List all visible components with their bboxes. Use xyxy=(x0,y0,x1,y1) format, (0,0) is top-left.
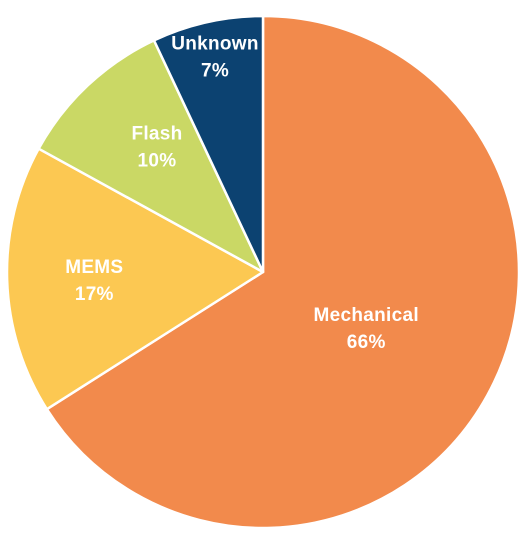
pie-value-mechanical: 66% xyxy=(347,332,386,353)
pie-slices xyxy=(5,14,521,530)
pie-slice-mems xyxy=(5,147,265,411)
pie-label-unknown: Unknown xyxy=(171,34,259,55)
pie-label-mems: MEMS xyxy=(65,257,123,278)
pie-value-mems: 17% xyxy=(75,284,114,305)
pie-label-mechanical: Mechanical xyxy=(313,305,418,326)
pie-labels: Mechanical 66% MEMS 17% Flash 10% Unknown 7% xyxy=(65,34,418,354)
pie-slice-unknown xyxy=(152,14,265,274)
pie-slice-flash xyxy=(37,39,265,274)
pie-value-flash: 10% xyxy=(138,151,177,172)
pie-label-flash: Flash xyxy=(131,124,182,145)
pie-value-unknown: 7% xyxy=(201,61,229,82)
pie-slice-mechanical xyxy=(45,14,521,530)
